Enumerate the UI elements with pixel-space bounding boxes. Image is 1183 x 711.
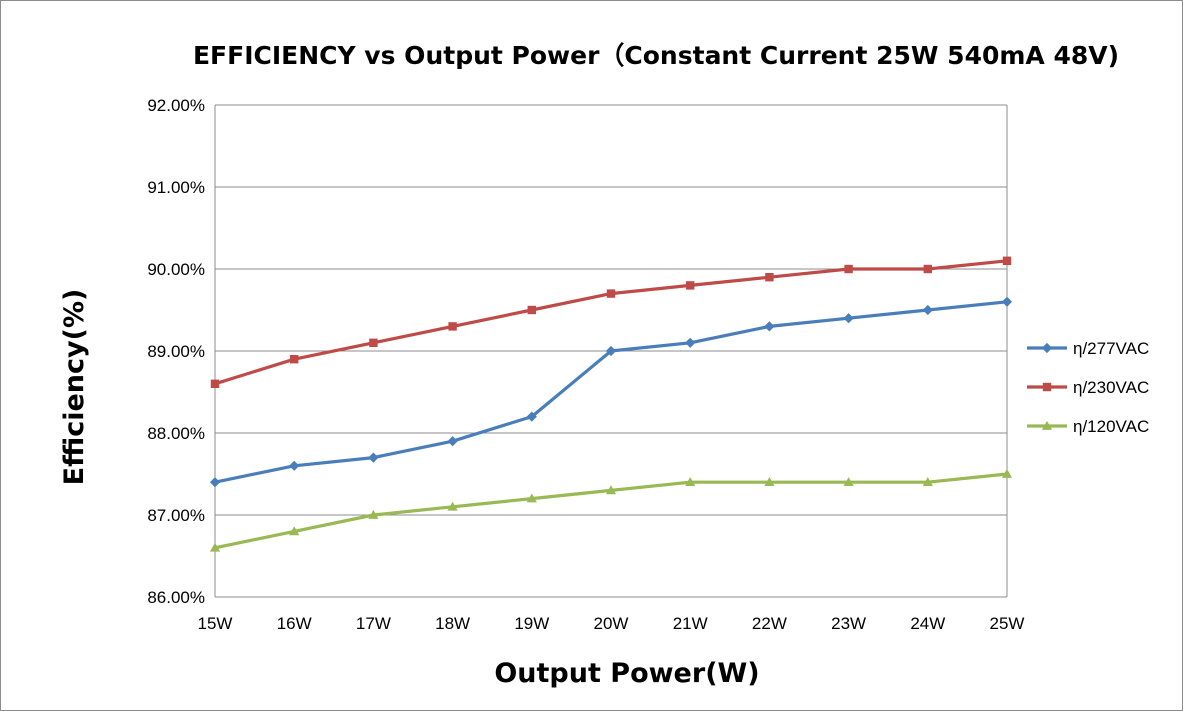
x-tick-label: 15W [198,614,233,633]
x-tick-label: 23W [831,614,866,633]
x-tick-label: 16W [277,614,312,633]
data-point [765,273,774,282]
data-point [922,304,933,316]
data-point [685,337,696,348]
data-point [685,477,696,487]
data-point [289,526,300,536]
data-point [844,264,853,274]
data-point [289,460,300,471]
x-axis-ticks: 15W 16W 17W 18W 19W 20W 21W 22W 23W 24W 25W [198,614,1025,633]
x-tick-label: 20W [594,614,629,633]
series-group [209,256,1013,552]
y-tick-label: 87.00% [147,506,205,525]
y-tick-label: 91.00% [147,178,205,197]
x-axis-title: Output Power(W) [494,658,759,689]
data-point [843,313,854,324]
data-point [843,477,854,487]
legend-label: η/277VAC [1073,339,1149,358]
data-point [290,355,299,364]
x-tick-label: 24W [910,614,945,633]
data-point [526,493,537,503]
data-point [209,542,221,552]
gridlines [214,104,1008,598]
data-point [764,477,775,487]
data-point [605,345,617,357]
legend-marker [1041,342,1053,354]
data-point [764,321,775,332]
data-point [606,289,616,298]
x-tick-label: 17W [356,614,391,633]
legend-item: η/120VAC [1027,417,1149,436]
chart-title: EFFICIENCY vs Output Power（Constant Curr… [193,41,1119,70]
y-tick-label: 89.00% [147,342,205,361]
data-point [210,379,220,388]
data-point [447,436,458,447]
y-tick-label: 92.00% [147,96,205,115]
series-2 [210,256,1012,388]
legend-marker [1041,420,1053,430]
legend-item: η/277VAC [1027,339,1149,358]
y-tick-label: 88.00% [147,424,205,443]
data-point [686,281,695,290]
data-point [527,305,536,315]
legend-label: η/120VAC [1073,417,1149,436]
x-tick-label: 19W [514,614,549,633]
data-point [1001,296,1013,307]
data-point [923,264,932,274]
data-point [447,501,458,511]
data-point [368,509,379,519]
legend: η/277VAC η/230VAC η/120VAC [1027,339,1149,436]
x-tick-label: 21W [673,614,708,633]
data-point [1002,256,1012,265]
y-axis-title: Efficiency(%) [59,289,90,486]
series-line [214,472,1008,550]
series-line [214,259,1008,386]
legend-item: η/230VAC [1027,378,1149,397]
data-point [448,322,457,331]
data-point [209,477,221,488]
data-point [526,411,537,422]
data-point [368,452,379,463]
series-3 [209,468,1013,552]
y-tick-label: 86.00% [147,588,205,607]
legend-marker [1042,382,1052,392]
series-line [214,300,1008,484]
data-point [369,338,378,347]
data-point [1001,468,1013,478]
x-tick-label: 18W [435,614,470,633]
legend-label: η/230VAC [1073,378,1149,397]
x-tick-label: 22W [752,614,787,633]
y-axis-ticks: 86.00% 87.00% 88.00% 89.00% 90.00% 91.00% 92.0… [147,96,205,607]
data-point [922,477,933,487]
y-tick-label: 90.00% [147,260,205,279]
x-tick-label: 25W [990,614,1025,633]
data-point [605,485,617,495]
series-1 [209,296,1013,488]
